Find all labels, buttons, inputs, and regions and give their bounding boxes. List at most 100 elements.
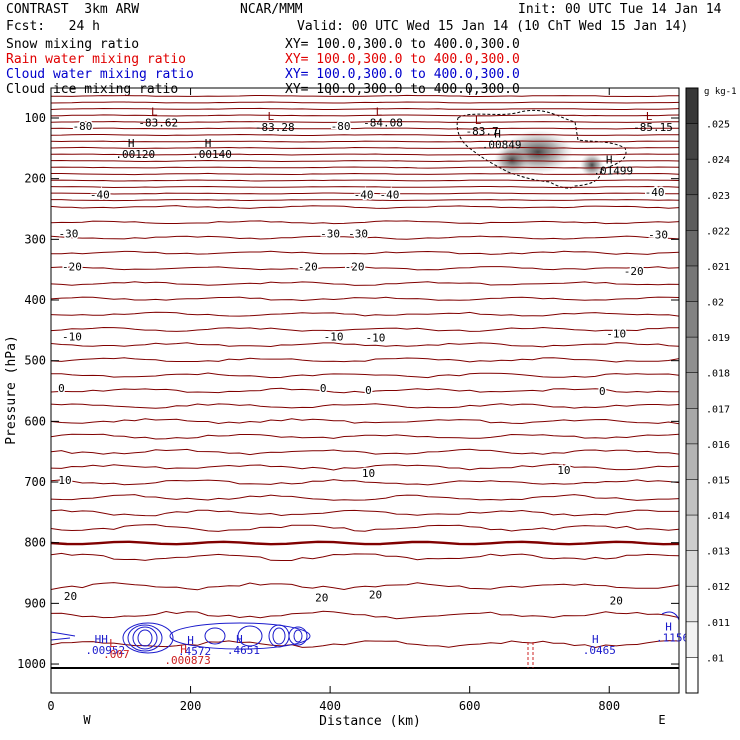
y-tick-label: 500: [24, 354, 46, 368]
init-time: Init: 00 UTC Tue 14 Jan 14: [518, 2, 722, 17]
legend-ice-name: Cloud ice mixing ratio: [6, 82, 179, 97]
plot-frame: [50, 87, 680, 694]
extremum-value: .4572: [178, 645, 211, 658]
legend-snow-xy: XY= 100.0,300.0 to 400.0,300.0: [285, 37, 520, 52]
contour-line: [51, 205, 679, 209]
extremum-mark: H: [606, 154, 613, 167]
contour-label: -20: [62, 261, 82, 274]
contour-line: [51, 281, 679, 286]
colorbar-swatch: [686, 479, 698, 516]
colorbar-swatch: [686, 337, 698, 374]
colorbar-swatch: [686, 301, 698, 338]
extremum-mark: H: [205, 137, 212, 150]
contour-line: [51, 582, 679, 591]
contour-line: [51, 235, 679, 240]
contour-label: -40: [379, 188, 399, 201]
extremum-mark: L: [109, 637, 116, 650]
contour-line: [51, 140, 679, 143]
contour-line: [51, 107, 679, 110]
contour-line: [51, 524, 679, 532]
colorbar-tick-label: .02: [706, 298, 724, 309]
extremum-value: .4651: [227, 644, 260, 657]
colorbar-tick-label: .022: [706, 226, 730, 237]
extremum-mark: H: [592, 633, 599, 646]
contour-line: [51, 479, 679, 486]
chart-title: CONTRAST 3km ARW: [6, 2, 140, 17]
y-tick-label: 200: [24, 172, 46, 186]
contour-label: -10: [324, 330, 344, 343]
y-tick-label: 800: [24, 536, 46, 550]
colorbar-tick-label: .014: [706, 511, 730, 522]
contour-label: 0: [599, 385, 606, 398]
y-tick-label: 900: [24, 596, 46, 610]
legend-rain-name: Rain water mixing ratio: [6, 52, 187, 67]
colorbar-tick-label: .023: [706, 191, 730, 202]
colorbar-tick-label: .019: [706, 333, 730, 344]
contour-line: [51, 403, 679, 409]
colorbar-tick-label: .025: [706, 120, 730, 131]
model-center: NCAR/MMM: [240, 2, 303, 17]
x-tick-label: 600: [459, 699, 481, 713]
legend-cloud-xy: XY= 100.0,300.0 to 400.0,300.0: [285, 67, 520, 82]
contour-label: 10: [557, 464, 570, 477]
contour-line: [51, 120, 679, 124]
contour-line: [51, 133, 679, 137]
extremum-mark: HH: [95, 633, 108, 646]
colorbar-swatch: [686, 443, 698, 480]
colorbar-tick-label: .021: [706, 262, 730, 273]
cloud-water-contours: [51, 611, 679, 668]
contour-label: -10: [62, 330, 82, 343]
extremum-mark: H: [187, 634, 194, 647]
forecast-hour: Fcst: 24 h: [6, 19, 100, 34]
contour-line: [51, 166, 679, 169]
colorbar-tick-label: .013: [706, 547, 730, 558]
y-tick-label: 1000: [17, 657, 46, 671]
temperature-contours: [51, 94, 679, 649]
contour-line: [51, 159, 679, 163]
contour-line: [51, 172, 679, 176]
contour-label: -20: [298, 261, 318, 274]
contour-label: -30: [348, 227, 368, 240]
contour-labels: -80 -80 -40 -40 -40 -40 -30 -30 -30 -30 -20 -20 -20 -…: [57, 106, 689, 668]
extremum-mark: L: [646, 110, 653, 123]
contour-line: [51, 114, 679, 117]
contour-label: -10: [366, 332, 386, 345]
contour-line: [51, 509, 679, 517]
extremum-value: .00849: [482, 138, 522, 151]
colorbar-tick-label: .024: [706, 155, 730, 166]
contour-label: 20: [369, 588, 382, 601]
colorbar-tick-label: .015: [706, 475, 730, 486]
colorbar-tick-label: .018: [706, 369, 730, 380]
colorbar-swatch: [686, 230, 698, 267]
axes: 0 200 400 600 800100200300400500600700800900…: [4, 88, 679, 729]
contour-label: 20: [610, 594, 623, 607]
colorbar-tick-label: .016: [706, 440, 730, 451]
contour-label: -20: [345, 261, 365, 274]
contour-line: [51, 250, 679, 255]
colorbar-swatch: [686, 515, 698, 552]
contour-label: 0: [365, 384, 372, 397]
contour-line: [51, 101, 679, 104]
contour-label: -80: [331, 120, 351, 133]
y-tick-label: 400: [24, 293, 46, 307]
legend-ice-xy: XY= 100.0,300.0 to 400.0,300.0: [285, 82, 520, 97]
x-tick-label: 0: [47, 699, 54, 713]
extremum-value: .00120: [115, 148, 155, 161]
contour-line: [51, 296, 679, 302]
legend-snow-name: Snow mixing ratio: [6, 37, 140, 52]
contour-label: 10: [362, 467, 375, 480]
extremum-mark: L: [151, 106, 158, 119]
colorbar-unit: g kg-1: [704, 87, 737, 97]
colorbar-frame: [685, 87, 699, 694]
contour-label: -10: [606, 327, 626, 340]
contour-label: 0: [58, 382, 65, 395]
colorbar-swatch: [686, 408, 698, 445]
extremum-value: .1156: [656, 632, 689, 645]
contour-line: [51, 342, 679, 348]
extremum-value: -83.62: [138, 117, 178, 130]
contour-label: 20: [315, 591, 328, 604]
contour-line: [51, 220, 679, 225]
extremum-value: .00140: [192, 148, 232, 161]
extremum-value: .01499: [593, 165, 633, 178]
contour-line: [51, 552, 679, 561]
